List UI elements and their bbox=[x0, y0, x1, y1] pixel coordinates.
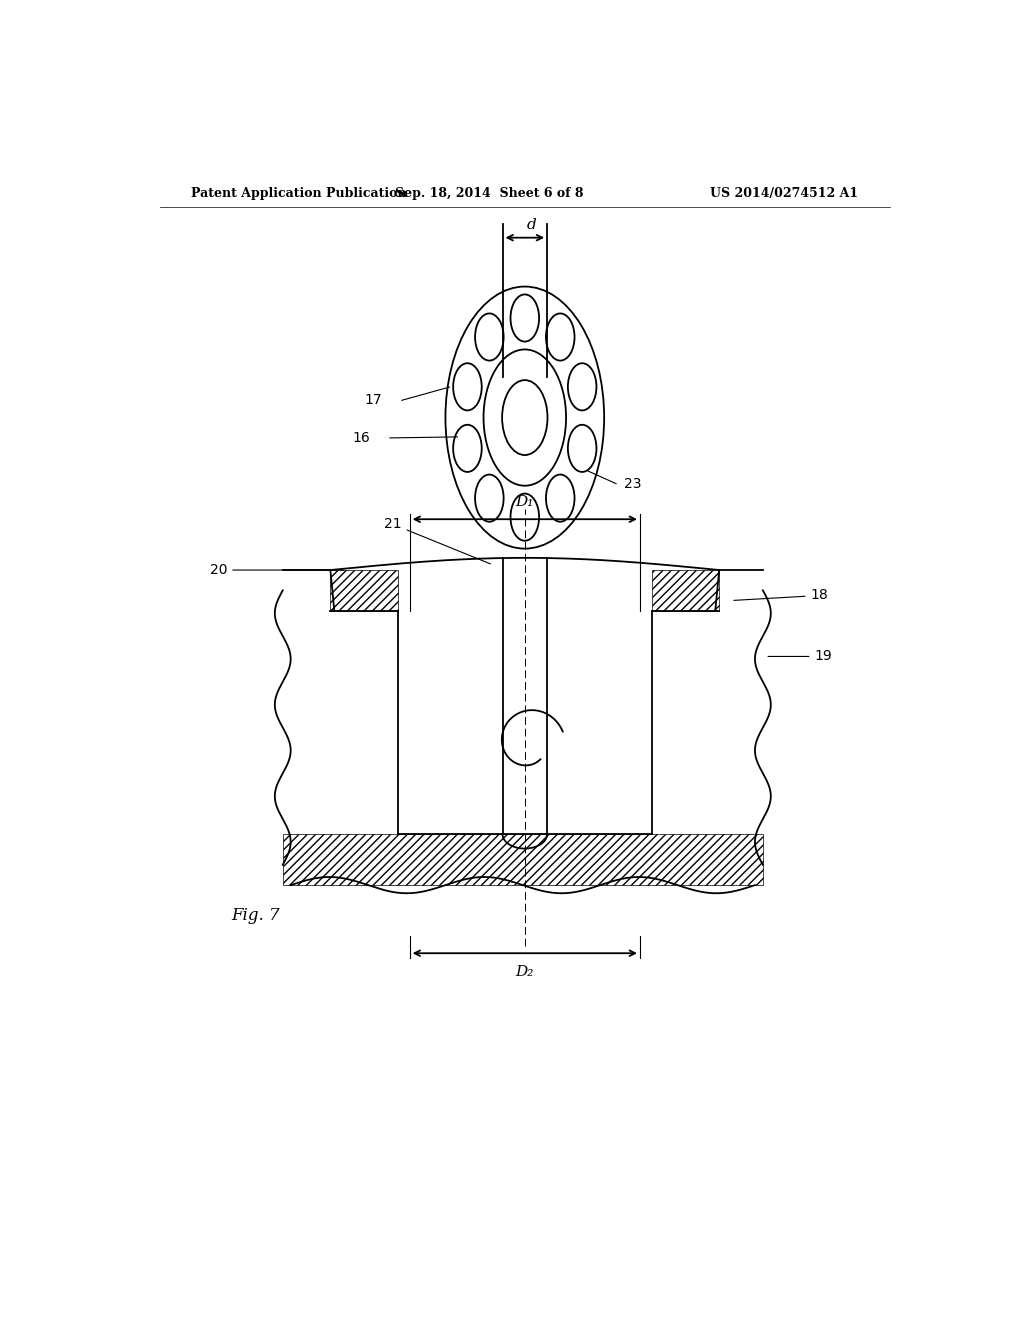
Text: US 2014/0274512 A1: US 2014/0274512 A1 bbox=[710, 187, 858, 201]
Text: 23: 23 bbox=[624, 477, 641, 491]
Text: 16: 16 bbox=[352, 430, 370, 445]
Text: D₁: D₁ bbox=[516, 495, 534, 510]
Text: Sep. 18, 2014  Sheet 6 of 8: Sep. 18, 2014 Sheet 6 of 8 bbox=[395, 187, 584, 201]
Text: 17: 17 bbox=[365, 393, 382, 408]
Text: 21: 21 bbox=[384, 517, 490, 564]
Text: d: d bbox=[526, 218, 536, 231]
Text: 18: 18 bbox=[734, 589, 828, 602]
Text: Patent Application Publication: Patent Application Publication bbox=[191, 187, 407, 201]
Bar bbox=[652, 570, 719, 611]
Text: 20: 20 bbox=[210, 564, 343, 577]
Text: D₂: D₂ bbox=[516, 965, 534, 979]
Bar bbox=[283, 834, 763, 886]
Bar bbox=[331, 570, 398, 611]
Text: 19: 19 bbox=[768, 649, 833, 664]
Text: Fig. 7: Fig. 7 bbox=[231, 907, 280, 924]
